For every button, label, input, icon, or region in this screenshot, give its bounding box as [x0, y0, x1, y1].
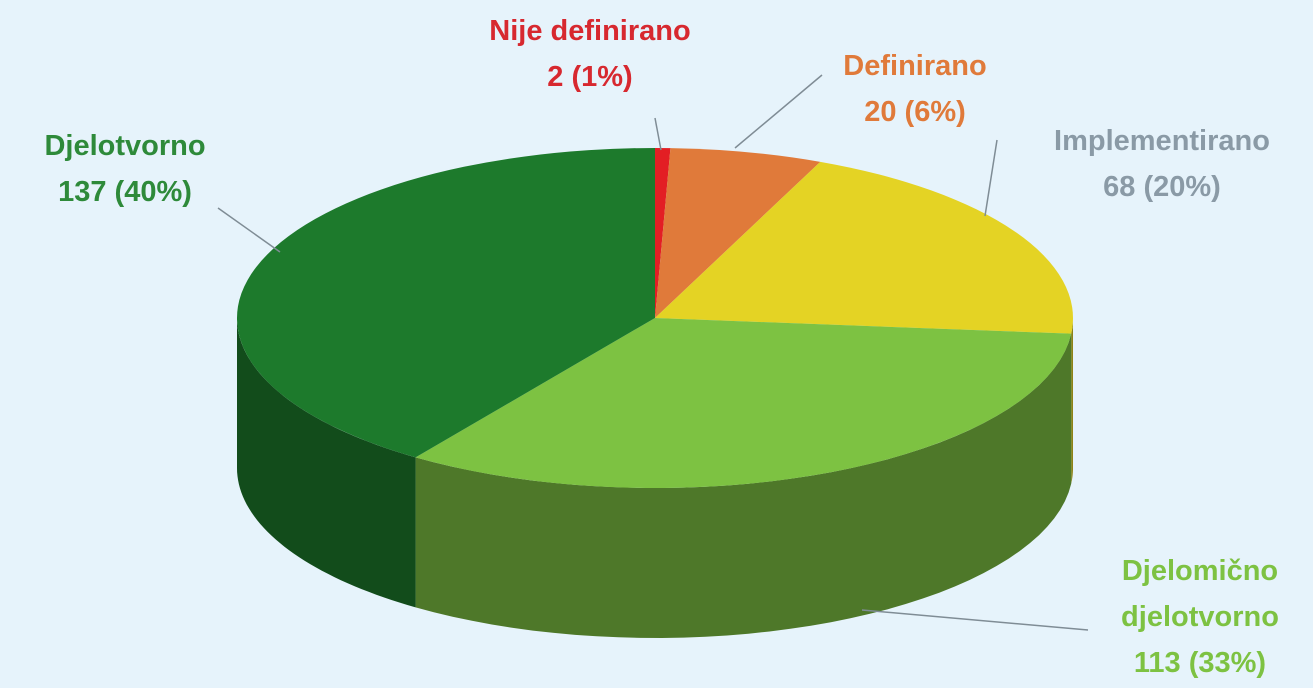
leader-line [984, 139, 998, 217]
slice [236, 148, 655, 458]
category-label: Djelomično djelotvorno [1121, 555, 1279, 633]
slice [655, 161, 1073, 334]
slice-label: Djelomično djelotvorno 113 (33%) [1095, 548, 1305, 686]
value-label: 68 (20%) [1103, 171, 1221, 203]
value-label: 113 (33%) [1133, 647, 1267, 679]
leader-line [861, 609, 1089, 631]
slice [415, 318, 1072, 488]
value-label: 137 (40%) [58, 176, 192, 208]
slice [655, 148, 821, 318]
slice-label: Nije definirano 2 (1%) [489, 8, 690, 100]
slice-label: Implementirano 68 (20%) [1054, 118, 1270, 210]
leader-line [217, 207, 281, 253]
value-label: 2 (1%) [547, 61, 633, 93]
leader-line [734, 74, 823, 149]
category-label: Djelotvorno [44, 130, 206, 162]
leader-line [654, 117, 662, 151]
slice-side [237, 318, 416, 608]
category-label: Implementirano [1054, 125, 1270, 157]
slice-label: Djelotvorno 137 (40%) [44, 123, 205, 215]
category-label: Definirano [843, 50, 987, 82]
slice [655, 148, 671, 318]
slice-label: Definirano 20 (6%) [843, 43, 986, 135]
slice-side [415, 333, 1072, 638]
slice-side [1071, 318, 1073, 484]
value-label: 20 (6%) [864, 96, 966, 128]
category-label: Nije definirano [489, 15, 691, 47]
